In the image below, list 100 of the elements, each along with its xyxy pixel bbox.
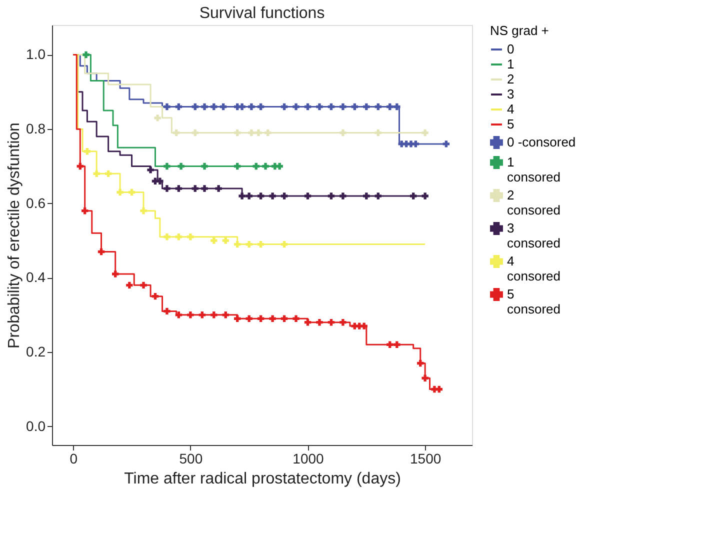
point <box>222 312 229 318</box>
point <box>316 318 323 326</box>
point <box>93 170 100 178</box>
point <box>154 114 161 122</box>
x-tick-label: 1500 <box>410 450 442 466</box>
y-tick-label: 0.0 <box>26 418 46 434</box>
point <box>234 162 241 170</box>
y-tick-label: 0.2 <box>26 344 46 360</box>
legend-label: 4 consored <box>507 254 560 284</box>
point <box>257 192 264 200</box>
point <box>340 318 346 326</box>
point <box>280 240 288 248</box>
point <box>187 234 194 240</box>
point <box>104 170 112 178</box>
point <box>234 129 241 136</box>
point <box>292 315 300 322</box>
point <box>147 166 154 174</box>
point <box>328 192 335 200</box>
point <box>152 292 159 300</box>
legend-label: 2 consored <box>507 188 560 218</box>
point <box>269 315 276 322</box>
point <box>340 192 346 200</box>
point <box>276 162 283 170</box>
y-tick-label: 0.8 <box>26 120 46 137</box>
point <box>220 103 227 110</box>
point <box>175 234 182 240</box>
point <box>98 248 105 256</box>
legend-label: 5 consored <box>507 286 560 316</box>
point <box>140 207 147 214</box>
point <box>436 386 443 393</box>
point <box>304 318 312 326</box>
point <box>175 103 182 110</box>
point <box>238 192 246 200</box>
point <box>234 315 241 322</box>
point <box>178 162 184 170</box>
point <box>215 185 222 192</box>
point <box>210 312 218 318</box>
point <box>164 185 170 192</box>
point <box>201 162 208 170</box>
y-tick-label: 0.4 <box>26 269 46 286</box>
point <box>328 103 335 110</box>
x-tick-label: 1000 <box>292 450 324 466</box>
legend-title: NS grad + <box>490 23 549 38</box>
point <box>280 315 288 322</box>
legend-label: 2 <box>507 72 514 86</box>
point <box>187 312 194 318</box>
point <box>255 129 262 136</box>
point <box>198 312 206 318</box>
point <box>394 341 400 348</box>
point <box>76 162 84 170</box>
point <box>360 322 368 330</box>
point <box>234 240 241 248</box>
y-axis-title: Probability of erectile dysfuntion <box>6 122 24 348</box>
x-axis-title: Time after radical prostatectomy (days) <box>124 470 401 488</box>
point <box>417 360 424 367</box>
point <box>394 103 400 110</box>
point <box>422 374 428 382</box>
point <box>374 103 382 110</box>
point <box>175 185 182 192</box>
point <box>292 103 300 110</box>
point <box>210 237 218 244</box>
point <box>410 192 417 200</box>
legend-label: 5 <box>507 116 514 132</box>
chart-title: Survival functions <box>199 5 325 22</box>
point <box>201 185 208 192</box>
point <box>128 188 136 196</box>
point <box>442 140 450 148</box>
point <box>192 129 198 136</box>
point <box>257 240 264 248</box>
point <box>340 129 346 136</box>
point <box>222 237 229 244</box>
point <box>140 282 147 289</box>
legend-label: 3 <box>507 86 514 102</box>
point <box>192 185 198 192</box>
point <box>126 282 133 289</box>
point <box>269 192 276 200</box>
point <box>316 103 323 110</box>
point <box>246 315 252 322</box>
legend-label: 3 consored <box>507 220 560 250</box>
point <box>156 178 164 184</box>
point <box>262 162 269 170</box>
legend-label: 4 <box>507 102 514 116</box>
point <box>351 103 358 110</box>
point <box>248 129 255 136</box>
point <box>84 148 91 155</box>
point <box>173 129 180 136</box>
point <box>175 312 182 318</box>
legend-label: 1 <box>507 56 514 72</box>
x-tick-label: 500 <box>179 450 203 466</box>
point <box>304 192 312 200</box>
point <box>246 192 252 200</box>
y-tick-label: 0.6 <box>26 194 46 211</box>
point <box>112 270 119 278</box>
point <box>340 103 346 110</box>
point <box>363 192 370 200</box>
point <box>201 103 208 110</box>
point <box>264 129 272 136</box>
point <box>164 162 170 170</box>
point <box>422 192 428 200</box>
point <box>363 103 370 110</box>
